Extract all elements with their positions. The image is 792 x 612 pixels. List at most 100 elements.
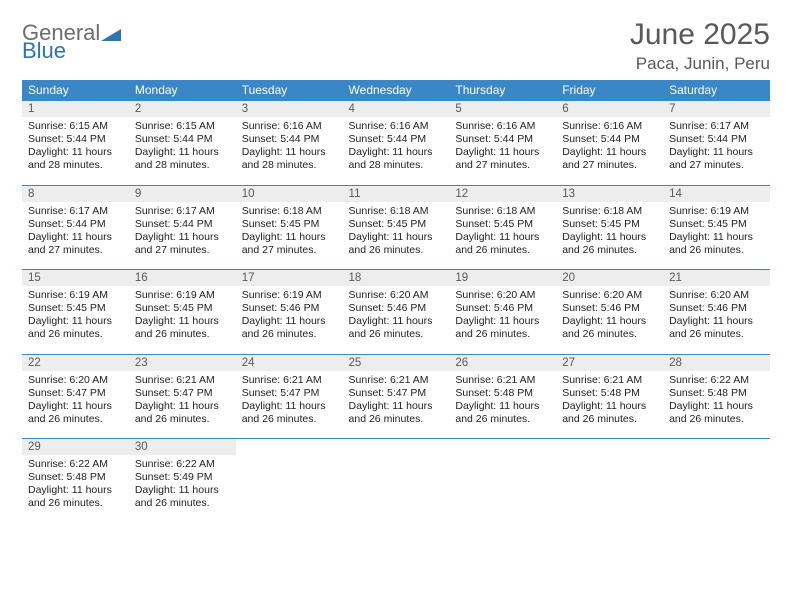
calendar-table: Sunday Monday Tuesday Wednesday Thursday…	[22, 80, 770, 523]
logo: General Blue	[22, 22, 121, 62]
day-number: 7	[663, 101, 770, 117]
sunset-line: Sunset: 5:45 PM	[28, 302, 123, 315]
daylight-line: Daylight: 11 hours and 27 minutes.	[28, 231, 123, 257]
weekday-tue: Tuesday	[236, 80, 343, 101]
day-number: 11	[343, 186, 450, 202]
day-cell: 2Sunrise: 6:15 AMSunset: 5:44 PMDaylight…	[129, 101, 236, 186]
sunset-line: Sunset: 5:48 PM	[28, 471, 123, 484]
sunset-line: Sunset: 5:44 PM	[28, 133, 123, 146]
day-details: Sunrise: 6:16 AMSunset: 5:44 PMDaylight:…	[343, 117, 450, 185]
sunset-line: Sunset: 5:45 PM	[562, 218, 657, 231]
sunset-line: Sunset: 5:45 PM	[135, 302, 230, 315]
sunrise-line: Sunrise: 6:16 AM	[242, 120, 337, 133]
day-details: Sunrise: 6:17 AMSunset: 5:44 PMDaylight:…	[129, 202, 236, 270]
sunrise-line: Sunrise: 6:21 AM	[242, 374, 337, 387]
sunset-line: Sunset: 5:46 PM	[242, 302, 337, 315]
day-number: 15	[22, 270, 129, 286]
sunset-line: Sunset: 5:44 PM	[135, 218, 230, 231]
daylight-line: Daylight: 11 hours and 26 minutes.	[135, 315, 230, 341]
sunrise-line: Sunrise: 6:16 AM	[562, 120, 657, 133]
day-number: 13	[556, 186, 663, 202]
calendar-page: General Blue June 2025 Paca, Junin, Peru…	[0, 0, 792, 612]
sunset-line: Sunset: 5:44 PM	[135, 133, 230, 146]
day-cell: ..	[556, 439, 663, 523]
day-cell: ..	[236, 439, 343, 523]
day-cell: ..	[343, 439, 450, 523]
week-row: 22Sunrise: 6:20 AMSunset: 5:47 PMDayligh…	[22, 354, 770, 439]
daylight-line: Daylight: 11 hours and 26 minutes.	[669, 400, 764, 426]
sunrise-line: Sunrise: 6:21 AM	[562, 374, 657, 387]
day-details: Sunrise: 6:20 AMSunset: 5:47 PMDaylight:…	[22, 371, 129, 439]
day-number: 1	[22, 101, 129, 117]
week-row: 1Sunrise: 6:15 AMSunset: 5:44 PMDaylight…	[22, 101, 770, 186]
sunrise-line: Sunrise: 6:22 AM	[669, 374, 764, 387]
day-cell: 7Sunrise: 6:17 AMSunset: 5:44 PMDaylight…	[663, 101, 770, 186]
day-details: Sunrise: 6:18 AMSunset: 5:45 PMDaylight:…	[449, 202, 556, 270]
week-row: 29Sunrise: 6:22 AMSunset: 5:48 PMDayligh…	[22, 439, 770, 523]
sunset-line: Sunset: 5:48 PM	[669, 387, 764, 400]
weekday-fri: Friday	[556, 80, 663, 101]
sunset-line: Sunset: 5:49 PM	[135, 471, 230, 484]
weekday-header-row: Sunday Monday Tuesday Wednesday Thursday…	[22, 80, 770, 101]
day-cell: ..	[449, 439, 556, 523]
sunrise-line: Sunrise: 6:15 AM	[28, 120, 123, 133]
calendar-body: 1Sunrise: 6:15 AMSunset: 5:44 PMDaylight…	[22, 101, 770, 523]
day-number: 20	[556, 270, 663, 286]
sunset-line: Sunset: 5:45 PM	[669, 218, 764, 231]
daylight-line: Daylight: 11 hours and 26 minutes.	[349, 400, 444, 426]
day-details: Sunrise: 6:16 AMSunset: 5:44 PMDaylight:…	[236, 117, 343, 185]
day-details: Sunrise: 6:22 AMSunset: 5:48 PMDaylight:…	[22, 455, 129, 523]
day-number: 23	[129, 355, 236, 371]
day-cell: 13Sunrise: 6:18 AMSunset: 5:45 PMDayligh…	[556, 185, 663, 270]
sunrise-line: Sunrise: 6:18 AM	[349, 205, 444, 218]
weekday-sat: Saturday	[663, 80, 770, 101]
sunset-line: Sunset: 5:44 PM	[669, 133, 764, 146]
day-details: Sunrise: 6:21 AMSunset: 5:47 PMDaylight:…	[343, 371, 450, 439]
daylight-line: Daylight: 11 hours and 28 minutes.	[28, 146, 123, 172]
week-row: 15Sunrise: 6:19 AMSunset: 5:45 PMDayligh…	[22, 270, 770, 355]
daylight-line: Daylight: 11 hours and 26 minutes.	[28, 400, 123, 426]
day-details: Sunrise: 6:19 AMSunset: 5:45 PMDaylight:…	[22, 286, 129, 354]
daylight-line: Daylight: 11 hours and 26 minutes.	[135, 484, 230, 510]
daylight-line: Daylight: 11 hours and 26 minutes.	[28, 484, 123, 510]
weekday-mon: Monday	[129, 80, 236, 101]
day-cell: 29Sunrise: 6:22 AMSunset: 5:48 PMDayligh…	[22, 439, 129, 523]
daylight-line: Daylight: 11 hours and 26 minutes.	[455, 400, 550, 426]
day-number: 16	[129, 270, 236, 286]
title-block: June 2025 Paca, Junin, Peru	[630, 18, 770, 74]
day-cell: 14Sunrise: 6:19 AMSunset: 5:45 PMDayligh…	[663, 185, 770, 270]
day-cell: 24Sunrise: 6:21 AMSunset: 5:47 PMDayligh…	[236, 354, 343, 439]
day-number: 2	[129, 101, 236, 117]
day-details: Sunrise: 6:20 AMSunset: 5:46 PMDaylight:…	[449, 286, 556, 354]
day-number: 6	[556, 101, 663, 117]
day-details: Sunrise: 6:17 AMSunset: 5:44 PMDaylight:…	[22, 202, 129, 270]
day-number: 29	[22, 439, 129, 455]
day-details: Sunrise: 6:21 AMSunset: 5:47 PMDaylight:…	[129, 371, 236, 439]
sunrise-line: Sunrise: 6:17 AM	[28, 205, 123, 218]
day-cell: 8Sunrise: 6:17 AMSunset: 5:44 PMDaylight…	[22, 185, 129, 270]
daylight-line: Daylight: 11 hours and 26 minutes.	[349, 315, 444, 341]
day-cell: 12Sunrise: 6:18 AMSunset: 5:45 PMDayligh…	[449, 185, 556, 270]
daylight-line: Daylight: 11 hours and 26 minutes.	[349, 231, 444, 257]
day-details: Sunrise: 6:17 AMSunset: 5:44 PMDaylight:…	[663, 117, 770, 185]
day-number: 25	[343, 355, 450, 371]
day-details: Sunrise: 6:18 AMSunset: 5:45 PMDaylight:…	[556, 202, 663, 270]
daylight-line: Daylight: 11 hours and 27 minutes.	[242, 231, 337, 257]
sunrise-line: Sunrise: 6:16 AM	[349, 120, 444, 133]
day-cell: 26Sunrise: 6:21 AMSunset: 5:48 PMDayligh…	[449, 354, 556, 439]
sunset-line: Sunset: 5:44 PM	[28, 218, 123, 231]
sunrise-line: Sunrise: 6:16 AM	[455, 120, 550, 133]
sunset-line: Sunset: 5:48 PM	[455, 387, 550, 400]
sunset-line: Sunset: 5:47 PM	[349, 387, 444, 400]
logo-text-block: General Blue	[22, 22, 100, 62]
day-number: 5	[449, 101, 556, 117]
day-details: Sunrise: 6:21 AMSunset: 5:48 PMDaylight:…	[449, 371, 556, 439]
sunset-line: Sunset: 5:47 PM	[28, 387, 123, 400]
sunset-line: Sunset: 5:48 PM	[562, 387, 657, 400]
day-cell: 9Sunrise: 6:17 AMSunset: 5:44 PMDaylight…	[129, 185, 236, 270]
day-cell: 15Sunrise: 6:19 AMSunset: 5:45 PMDayligh…	[22, 270, 129, 355]
sunrise-line: Sunrise: 6:22 AM	[28, 458, 123, 471]
day-details: Sunrise: 6:16 AMSunset: 5:44 PMDaylight:…	[556, 117, 663, 185]
sunset-line: Sunset: 5:44 PM	[349, 133, 444, 146]
weekday-sun: Sunday	[22, 80, 129, 101]
